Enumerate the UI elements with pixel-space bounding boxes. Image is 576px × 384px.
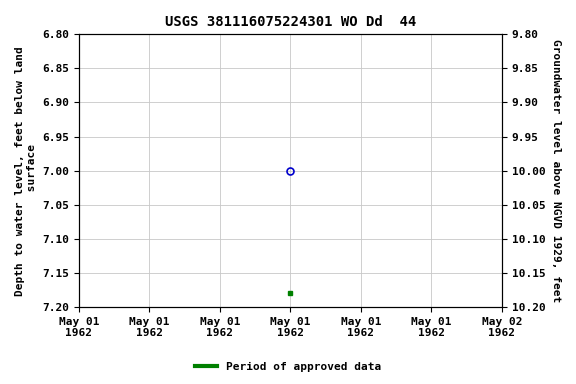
Title: USGS 381116075224301 WO Dd  44: USGS 381116075224301 WO Dd 44 <box>165 15 416 29</box>
Y-axis label: Groundwater level above NGVD 1929, feet: Groundwater level above NGVD 1929, feet <box>551 39 561 302</box>
Y-axis label: Depth to water level, feet below land
 surface: Depth to water level, feet below land su… <box>15 46 37 296</box>
Legend: Period of approved data: Period of approved data <box>191 358 385 377</box>
